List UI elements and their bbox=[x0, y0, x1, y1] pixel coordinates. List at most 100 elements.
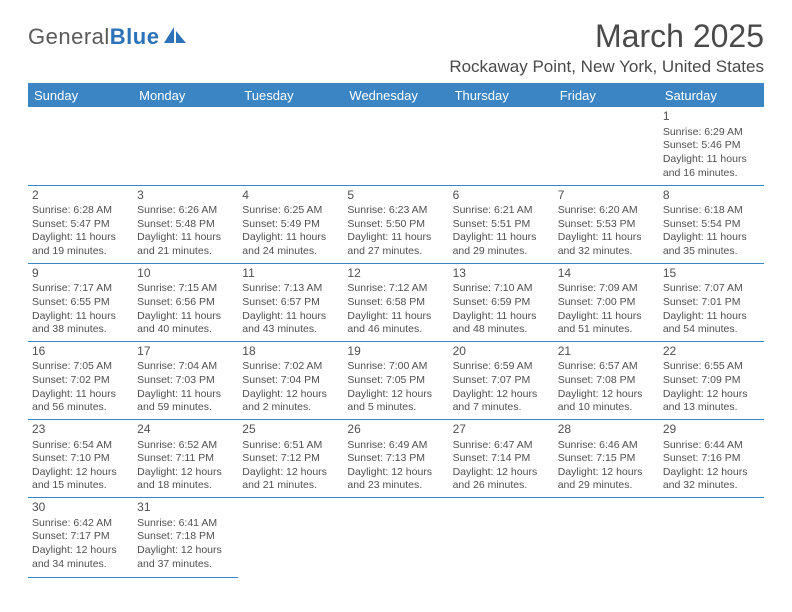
sunset-text: Sunset: 5:46 PM bbox=[663, 139, 760, 153]
calendar-week-row: 1Sunrise: 6:29 AMSunset: 5:46 PMDaylight… bbox=[28, 107, 764, 185]
daylight-text: Daylight: 11 hours and 16 minutes. bbox=[663, 153, 760, 180]
daylight-text: Daylight: 11 hours and 27 minutes. bbox=[347, 231, 444, 258]
sunrise-text: Sunrise: 7:10 AM bbox=[453, 282, 550, 296]
calendar-day-cell: 24Sunrise: 6:52 AMSunset: 7:11 PMDayligh… bbox=[133, 419, 238, 497]
calendar-day-cell: 30Sunrise: 6:42 AMSunset: 7:17 PMDayligh… bbox=[28, 498, 133, 578]
day-number: 6 bbox=[453, 188, 550, 204]
daylight-text: Daylight: 12 hours and 2 minutes. bbox=[242, 388, 339, 415]
calendar-day-cell: 16Sunrise: 7:05 AMSunset: 7:02 PMDayligh… bbox=[28, 341, 133, 419]
sunset-text: Sunset: 7:17 PM bbox=[32, 530, 129, 544]
calendar-body: 1Sunrise: 6:29 AMSunset: 5:46 PMDaylight… bbox=[28, 107, 764, 578]
calendar-week-row: 2Sunrise: 6:28 AMSunset: 5:47 PMDaylight… bbox=[28, 185, 764, 263]
calendar-day-cell: 7Sunrise: 6:20 AMSunset: 5:53 PMDaylight… bbox=[554, 185, 659, 263]
calendar-day-cell: 22Sunrise: 6:55 AMSunset: 7:09 PMDayligh… bbox=[659, 341, 764, 419]
calendar-empty-cell bbox=[28, 107, 133, 185]
calendar-week-row: 30Sunrise: 6:42 AMSunset: 7:17 PMDayligh… bbox=[28, 498, 764, 578]
calendar-empty-cell bbox=[554, 498, 659, 578]
day-header: Wednesday bbox=[343, 83, 448, 107]
sunrise-text: Sunrise: 7:07 AM bbox=[663, 282, 760, 296]
calendar-day-cell: 14Sunrise: 7:09 AMSunset: 7:00 PMDayligh… bbox=[554, 263, 659, 341]
calendar-day-cell: 6Sunrise: 6:21 AMSunset: 5:51 PMDaylight… bbox=[449, 185, 554, 263]
logo: GeneralBlue bbox=[28, 24, 188, 50]
daylight-text: Daylight: 12 hours and 7 minutes. bbox=[453, 388, 550, 415]
day-number: 20 bbox=[453, 344, 550, 360]
sunrise-text: Sunrise: 7:05 AM bbox=[32, 360, 129, 374]
sunrise-text: Sunrise: 7:13 AM bbox=[242, 282, 339, 296]
sunrise-text: Sunrise: 6:42 AM bbox=[32, 517, 129, 531]
calendar-day-cell: 15Sunrise: 7:07 AMSunset: 7:01 PMDayligh… bbox=[659, 263, 764, 341]
daylight-text: Daylight: 12 hours and 37 minutes. bbox=[137, 544, 234, 571]
sunrise-text: Sunrise: 6:51 AM bbox=[242, 439, 339, 453]
sunrise-text: Sunrise: 6:59 AM bbox=[453, 360, 550, 374]
sunrise-text: Sunrise: 6:20 AM bbox=[558, 204, 655, 218]
logo-text-b: Blue bbox=[110, 24, 160, 49]
daylight-text: Daylight: 12 hours and 21 minutes. bbox=[242, 466, 339, 493]
calendar-header-row: SundayMondayTuesdayWednesdayThursdayFrid… bbox=[28, 83, 764, 107]
calendar-week-row: 9Sunrise: 7:17 AMSunset: 6:55 PMDaylight… bbox=[28, 263, 764, 341]
sunrise-text: Sunrise: 6:54 AM bbox=[32, 439, 129, 453]
page-header: GeneralBlue March 2025 Rockaway Point, N… bbox=[28, 18, 764, 77]
calendar-day-cell: 10Sunrise: 7:15 AMSunset: 6:56 PMDayligh… bbox=[133, 263, 238, 341]
day-number: 16 bbox=[32, 344, 129, 360]
logo-text-a: General bbox=[28, 24, 110, 49]
sunset-text: Sunset: 7:07 PM bbox=[453, 374, 550, 388]
day-number: 10 bbox=[137, 266, 234, 282]
sunrise-text: Sunrise: 6:29 AM bbox=[663, 126, 760, 140]
sunset-text: Sunset: 5:54 PM bbox=[663, 218, 760, 232]
location-subtitle: Rockaway Point, New York, United States bbox=[449, 57, 764, 77]
sunset-text: Sunset: 7:04 PM bbox=[242, 374, 339, 388]
sunrise-text: Sunrise: 6:52 AM bbox=[137, 439, 234, 453]
sunrise-text: Sunrise: 7:09 AM bbox=[558, 282, 655, 296]
sunset-text: Sunset: 7:13 PM bbox=[347, 452, 444, 466]
sunrise-text: Sunrise: 6:55 AM bbox=[663, 360, 760, 374]
sunset-text: Sunset: 5:51 PM bbox=[453, 218, 550, 232]
daylight-text: Daylight: 12 hours and 15 minutes. bbox=[32, 466, 129, 493]
calendar-day-cell: 29Sunrise: 6:44 AMSunset: 7:16 PMDayligh… bbox=[659, 419, 764, 497]
calendar-empty-cell bbox=[238, 498, 343, 578]
sunrise-text: Sunrise: 7:15 AM bbox=[137, 282, 234, 296]
day-number: 27 bbox=[453, 422, 550, 438]
sunrise-text: Sunrise: 6:46 AM bbox=[558, 439, 655, 453]
day-number: 15 bbox=[663, 266, 760, 282]
day-number: 24 bbox=[137, 422, 234, 438]
day-number: 14 bbox=[558, 266, 655, 282]
calendar-day-cell: 17Sunrise: 7:04 AMSunset: 7:03 PMDayligh… bbox=[133, 341, 238, 419]
day-header: Friday bbox=[554, 83, 659, 107]
sunset-text: Sunset: 7:16 PM bbox=[663, 452, 760, 466]
sunset-text: Sunset: 6:58 PM bbox=[347, 296, 444, 310]
calendar-day-cell: 20Sunrise: 6:59 AMSunset: 7:07 PMDayligh… bbox=[449, 341, 554, 419]
calendar-day-cell: 19Sunrise: 7:00 AMSunset: 7:05 PMDayligh… bbox=[343, 341, 448, 419]
calendar-empty-cell bbox=[449, 498, 554, 578]
sunrise-text: Sunrise: 7:17 AM bbox=[32, 282, 129, 296]
calendar-day-cell: 11Sunrise: 7:13 AMSunset: 6:57 PMDayligh… bbox=[238, 263, 343, 341]
calendar-day-cell: 25Sunrise: 6:51 AMSunset: 7:12 PMDayligh… bbox=[238, 419, 343, 497]
day-number: 19 bbox=[347, 344, 444, 360]
day-number: 7 bbox=[558, 188, 655, 204]
sunset-text: Sunset: 7:00 PM bbox=[558, 296, 655, 310]
calendar-day-cell: 4Sunrise: 6:25 AMSunset: 5:49 PMDaylight… bbox=[238, 185, 343, 263]
calendar-day-cell: 23Sunrise: 6:54 AMSunset: 7:10 PMDayligh… bbox=[28, 419, 133, 497]
day-number: 23 bbox=[32, 422, 129, 438]
day-header: Tuesday bbox=[238, 83, 343, 107]
sunset-text: Sunset: 7:08 PM bbox=[558, 374, 655, 388]
day-number: 4 bbox=[242, 188, 339, 204]
daylight-text: Daylight: 11 hours and 43 minutes. bbox=[242, 310, 339, 337]
calendar-empty-cell bbox=[659, 498, 764, 578]
calendar-day-cell: 1Sunrise: 6:29 AMSunset: 5:46 PMDaylight… bbox=[659, 107, 764, 185]
day-header: Saturday bbox=[659, 83, 764, 107]
day-number: 28 bbox=[558, 422, 655, 438]
day-number: 9 bbox=[32, 266, 129, 282]
sunset-text: Sunset: 6:59 PM bbox=[453, 296, 550, 310]
sunset-text: Sunset: 7:10 PM bbox=[32, 452, 129, 466]
sunrise-text: Sunrise: 7:00 AM bbox=[347, 360, 444, 374]
day-header: Monday bbox=[133, 83, 238, 107]
sunrise-text: Sunrise: 6:26 AM bbox=[137, 204, 234, 218]
calendar-empty-cell bbox=[343, 498, 448, 578]
day-number: 29 bbox=[663, 422, 760, 438]
sunrise-text: Sunrise: 6:25 AM bbox=[242, 204, 339, 218]
daylight-text: Daylight: 11 hours and 51 minutes. bbox=[558, 310, 655, 337]
day-number: 17 bbox=[137, 344, 234, 360]
sunset-text: Sunset: 7:14 PM bbox=[453, 452, 550, 466]
sunset-text: Sunset: 5:47 PM bbox=[32, 218, 129, 232]
calendar-day-cell: 5Sunrise: 6:23 AMSunset: 5:50 PMDaylight… bbox=[343, 185, 448, 263]
